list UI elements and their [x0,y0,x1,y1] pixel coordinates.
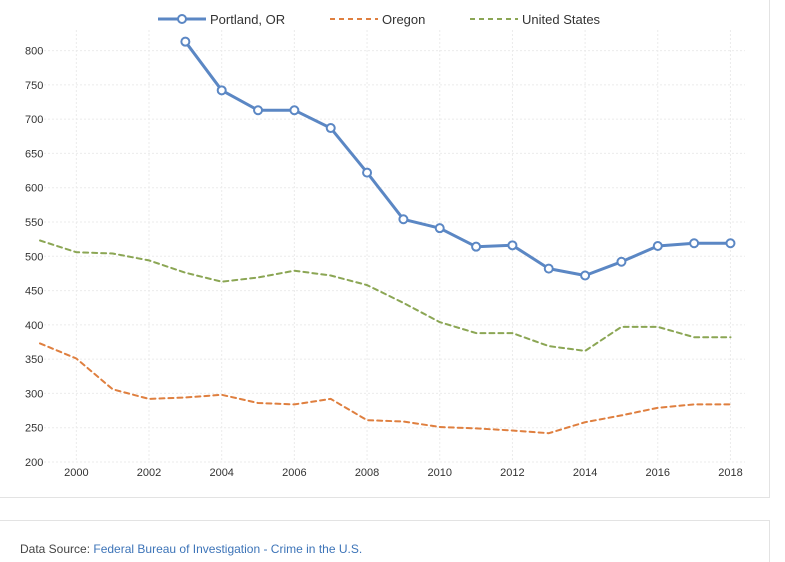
x-tick-label: 2004 [209,467,233,479]
data-point-portland-or[interactable] [216,85,227,96]
data-source-line: Data Source: Federal Bureau of Investiga… [20,542,362,556]
gridlines [40,30,745,463]
data-source-label: Data Source: [20,542,94,556]
data-point-portland-or[interactable] [325,123,336,134]
crime-rate-line-chart: 200 250 300 350 400 450 500 550 600 650 700 750 800 2… [25,12,745,479]
data-point-portland-or[interactable] [253,105,264,116]
x-tick-label: 2016 [646,467,670,479]
data-point-portland-or[interactable] [289,105,300,116]
legend-item-united-states[interactable]: United States [470,12,601,27]
data-point-portland-or[interactable] [652,241,663,251]
y-tick-label: 400 [25,320,43,332]
data-point-portland-or[interactable] [362,167,373,178]
y-tick-label: 350 [25,354,43,366]
legend-label: Oregon [382,12,425,27]
legend-item-portland-or[interactable]: Portland, OR [158,12,285,27]
x-tick-label: 2018 [718,467,742,479]
series-line-united-states [39,239,732,352]
data-point-portland-or[interactable] [725,238,736,249]
data-point-portland-or[interactable] [398,214,409,225]
y-tick-label: 300 [25,388,43,400]
legend: Portland, OR Oregon United States [158,12,601,27]
source-panel: Data Source: Federal Bureau of Investiga… [0,520,770,562]
legend-label: Portland, OR [210,12,285,27]
series-lines [39,36,736,435]
data-point-portland-or[interactable] [543,263,554,274]
data-point-portland-or[interactable] [580,270,591,281]
data-point-portland-or[interactable] [616,256,627,267]
data-point-portland-or[interactable] [689,238,700,249]
y-tick-label: 650 [25,148,43,160]
data-point-portland-or[interactable] [507,240,518,251]
series-line-oregon [39,342,732,435]
y-tick-label: 750 [25,80,43,92]
x-tick-label: 2006 [282,467,306,479]
data-point-portland-or[interactable] [471,241,482,252]
x-tick-label: 2008 [355,467,379,479]
x-tick-label: 2002 [137,467,161,479]
x-tick-label: 2014 [573,467,597,479]
y-tick-label: 200 [25,457,43,469]
y-tick-label: 550 [25,217,43,229]
data-point-portland-or[interactable] [434,223,445,234]
x-tick-label: 2010 [428,467,452,479]
y-tick-label: 800 [25,46,43,58]
y-tick-label: 500 [25,251,43,263]
chart-panel: 200 250 300 350 400 450 500 550 600 650 700 750 800 2… [0,0,770,498]
y-tick-label: 600 [25,183,43,195]
legend-marker [177,14,187,24]
legend-item-oregon[interactable]: Oregon [330,12,425,27]
data-source-link[interactable]: Federal Bureau of Investigation - Crime … [93,542,363,556]
y-tick-label: 700 [25,114,43,126]
x-tick-label: 2000 [64,467,88,479]
y-tick-label: 250 [25,423,43,435]
series-line-portland-or [183,40,732,277]
axis-ticks: 200 250 300 350 400 450 500 550 600 650 700 750 800 2… [25,46,743,479]
x-tick-label: 2012 [500,467,524,479]
data-point-portland-or[interactable] [180,36,191,47]
legend-label: United States [522,12,601,27]
y-tick-label: 450 [25,286,43,298]
